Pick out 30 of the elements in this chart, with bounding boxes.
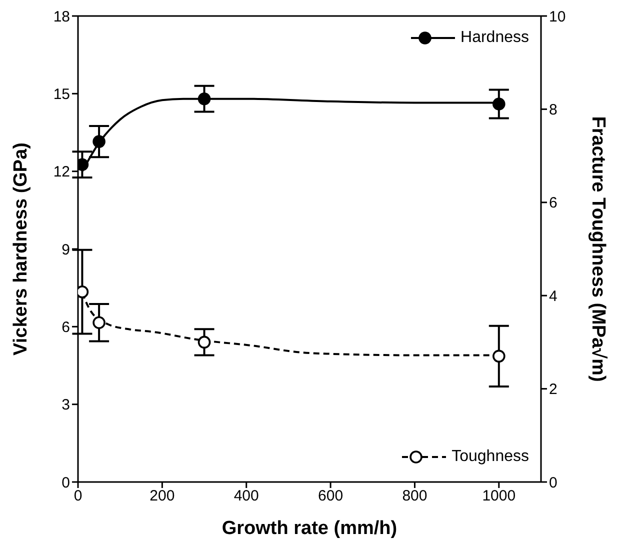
point xyxy=(92,316,106,330)
legend-label: Hardness xyxy=(460,29,529,47)
y-tick-label: 15 xyxy=(53,86,70,103)
point xyxy=(198,336,211,349)
y-tick-label: 18 xyxy=(53,8,70,26)
y2-tick-label: 8 xyxy=(549,102,558,119)
y2-tick-label: 2 xyxy=(549,381,558,398)
point xyxy=(92,135,106,148)
x-tick-label: 200 xyxy=(150,488,175,505)
y-tick-label: 12 xyxy=(53,164,70,181)
y-tick-label: 0 xyxy=(62,474,70,492)
legend-label: Toughness xyxy=(452,448,529,466)
x-tick-label: 400 xyxy=(234,488,259,505)
y2-tick-label: 0 xyxy=(549,474,558,492)
y2-tick-label: 10 xyxy=(549,8,566,26)
y2-tick-label: 4 xyxy=(549,288,558,305)
x-tick-label: 0 xyxy=(74,488,82,505)
y-tick-label: 6 xyxy=(62,318,70,336)
x-axis-title: Growth rate (mm/h) xyxy=(222,518,398,539)
x-tick-label: 1000 xyxy=(482,488,516,505)
y-tick-label: 3 xyxy=(62,396,70,414)
y2-axis-title: Fracture Toughness (MPa√m) xyxy=(587,116,608,382)
point xyxy=(492,350,506,363)
x-tick-label: 800 xyxy=(402,488,428,505)
y-axis-title: Vickers hardness (GPa) xyxy=(10,142,32,356)
x-tick-label: 600 xyxy=(318,488,344,505)
y2-tick-label: 6 xyxy=(549,194,558,212)
point xyxy=(492,98,506,110)
y-tick-label: 9 xyxy=(62,241,70,258)
point xyxy=(198,92,211,106)
